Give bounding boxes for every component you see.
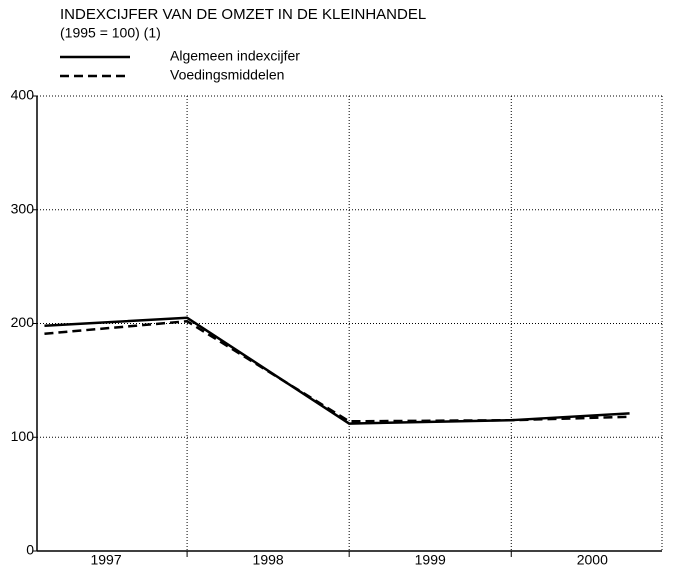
series-line [44, 319, 630, 423]
y-tick-label: 200 [11, 314, 35, 330]
x-tick-label: 1997 [90, 552, 121, 568]
legend-label: Algemeen indexcijfer [170, 48, 300, 64]
x-tick-label: 1998 [253, 552, 284, 568]
x-tick-label: 2000 [577, 552, 608, 568]
y-tick-label: 300 [11, 200, 35, 216]
y-tick-label: 400 [11, 87, 35, 103]
y-tick-label: 0 [26, 542, 34, 558]
y-tick-label: 100 [11, 428, 35, 444]
chart-title: INDEXCIJFER VAN DE OMZET IN DE KLEINHAND… [60, 6, 426, 23]
chart-subtitle: (1995 = 100) (1) [60, 25, 161, 41]
legend-label: Voedingsmiddelen [170, 67, 284, 83]
series-line [44, 316, 630, 425]
x-tick-label: 1999 [415, 552, 446, 568]
